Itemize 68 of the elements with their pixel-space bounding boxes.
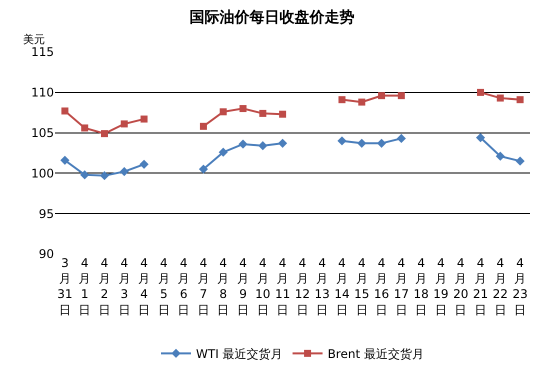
x-tick-label: 4月17日: [394, 256, 409, 317]
point: [198, 164, 208, 174]
point: [278, 138, 288, 148]
x-tick-label: 4月19日: [433, 256, 449, 317]
point: [220, 108, 227, 116]
x-tick-label: 4月10日: [255, 256, 270, 317]
x-tick-label: 4月16日: [374, 256, 390, 317]
point: [240, 105, 247, 112]
point: [496, 152, 505, 161]
x-tick-label: 4月4日: [138, 256, 150, 317]
point: [337, 136, 347, 146]
point: [398, 92, 405, 100]
point: [120, 167, 129, 176]
y-tick-label: 115: [31, 45, 54, 60]
point: [81, 124, 88, 132]
point: [80, 170, 90, 180]
chart-title: 国际油价每日收盘价走势: [190, 8, 354, 26]
x-tick-label: 4月9日: [237, 256, 250, 317]
point: [516, 156, 525, 166]
point: [357, 138, 366, 148]
x-tick-label: 4月20日: [453, 256, 468, 317]
x-tick-label: 4月15日: [354, 256, 370, 317]
point: [476, 133, 486, 142]
x-tick-label: 4月14日: [334, 256, 350, 317]
point: [358, 98, 366, 106]
x-tick-label: 4月7日: [197, 256, 210, 317]
point: [100, 130, 108, 138]
point: [378, 92, 386, 100]
point: [258, 141, 268, 150]
x-tick-label: 4月5日: [158, 256, 170, 317]
x-tick-label: 4月6日: [178, 256, 190, 317]
x-tick-label: 4月22日: [492, 256, 508, 317]
point: [396, 134, 406, 144]
point: [140, 116, 148, 123]
y-tick-label: 105: [31, 126, 54, 140]
point: [120, 120, 128, 128]
point: [477, 88, 484, 96]
point: [61, 107, 68, 114]
x-tick-label: 4月21日: [472, 256, 488, 317]
x-tick-label: 4月18日: [414, 256, 429, 317]
point: [516, 96, 524, 104]
point: [338, 96, 346, 104]
y-tick-label: 100: [31, 166, 54, 180]
x-tick-label: 4月11日: [274, 256, 290, 317]
legend-label: Brent 最近交货月: [328, 347, 424, 362]
x-tick-label: 4月12日: [294, 256, 310, 317]
point: [259, 110, 266, 117]
point: [238, 140, 248, 149]
y-tick-label: 90: [38, 247, 54, 262]
y-tick-label: 95: [38, 206, 54, 221]
x-tick-label: 4月1日: [78, 256, 91, 317]
x-tick-label: 3月31日: [57, 256, 73, 317]
y-tick-label: 110: [31, 86, 54, 100]
point: [140, 160, 149, 169]
x-tick-label: 4月2日: [98, 256, 110, 317]
point: [279, 110, 286, 118]
point: [496, 94, 504, 102]
point: [377, 138, 386, 148]
point: [60, 156, 70, 165]
x-tick-label: 4月23日: [512, 256, 528, 317]
x-tick-label: 4月13日: [314, 256, 330, 317]
point: [100, 171, 110, 180]
x-tick-label: 4月8日: [217, 256, 230, 317]
y-axis-title: 美元: [23, 33, 45, 46]
x-tick-label: 4月3日: [118, 256, 130, 317]
point: [218, 148, 228, 157]
legend-label: WTI 最近交货月: [196, 347, 283, 362]
point: [200, 122, 207, 130]
